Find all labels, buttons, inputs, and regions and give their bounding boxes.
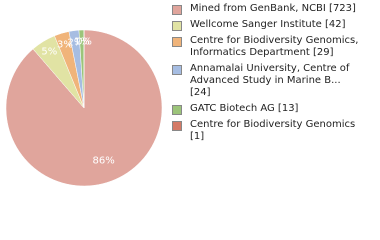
legend-item: Centre for Biodiversity Genomics [1] <box>172 119 360 143</box>
legend-swatch <box>172 121 182 131</box>
slice-label: 86% <box>92 156 114 167</box>
legend-label: Centre for Biodiversity Genomics, Inform… <box>190 35 359 58</box>
legend-label: Wellcome Sanger Institute [42] <box>190 19 346 30</box>
legend-label: Annamalai University, Centre of Advanced… <box>190 63 350 98</box>
legend-swatch <box>172 5 182 15</box>
legend-swatch <box>172 37 182 47</box>
legend-label: GATC Biotech AG [13] <box>190 103 299 114</box>
legend-item: Centre for Biodiversity Genomics, Inform… <box>172 35 360 59</box>
legend-item: Wellcome Sanger Institute [42] <box>172 19 360 31</box>
legend: Mined from GenBank, NCBI [723] Wellcome S… <box>172 3 372 147</box>
legend-label: Mined from GenBank, NCBI [723] <box>190 3 356 14</box>
slice-label: 0% <box>76 37 92 48</box>
legend-swatch <box>172 65 182 75</box>
slice-label: 5% <box>41 46 57 57</box>
legend-item: Annamalai University, Centre of Advanced… <box>172 63 360 99</box>
slice-label: 1% <box>74 37 90 48</box>
legend-item: Mined from GenBank, NCBI [723] <box>172 3 360 15</box>
legend-item: GATC Biotech AG [13] <box>172 103 360 115</box>
slice-label: 3% <box>57 39 73 50</box>
legend-label: Centre for Biodiversity Genomics [1] <box>190 119 356 142</box>
legend-swatch <box>172 21 182 31</box>
chart: 86% 5%3%2%1%0% <box>5 29 163 187</box>
legend-swatch <box>172 105 182 115</box>
slice-label: 2% <box>67 37 83 48</box>
